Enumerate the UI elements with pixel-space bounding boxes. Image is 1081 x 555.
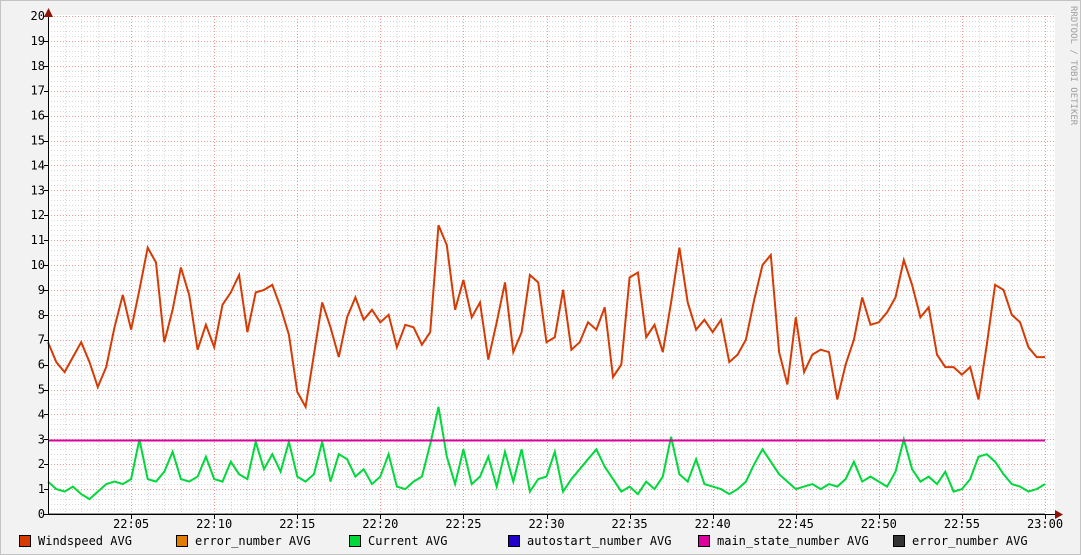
x-tick-label: 22:05 xyxy=(113,517,149,531)
x-tick-label: 22:30 xyxy=(528,517,564,531)
y-tick-label: 12 xyxy=(31,208,45,222)
legend-item-3: autostart_number AVG xyxy=(508,533,672,548)
y-tick-label: 2 xyxy=(38,457,45,471)
watermark-text: RRDTOOL / TOBI OETIKER xyxy=(1068,6,1078,126)
legend-label: main_state_number AVG xyxy=(717,533,869,548)
legend-swatch-icon xyxy=(176,534,188,547)
legend-item-5: error_number AVG xyxy=(893,533,1028,548)
y-tick-label: 6 xyxy=(38,358,45,372)
y-tick-label: 11 xyxy=(31,233,45,247)
legend-label: Current AVG xyxy=(368,533,448,548)
legend-label: error_number AVG xyxy=(912,533,1028,548)
y-tick-label: 7 xyxy=(38,333,45,347)
y-tick-label: 10 xyxy=(31,258,45,272)
chart-legend: Windspeed AVG error_number AVG Current AVG… xyxy=(1,533,1080,551)
legend-label: autostart_number AVG xyxy=(527,533,672,548)
legend-swatch-icon xyxy=(698,534,710,547)
legend-swatch-icon xyxy=(349,534,361,547)
grid-major xyxy=(48,16,1055,514)
x-tick-label: 23:00 xyxy=(1027,517,1063,531)
x-tick-label: 22:15 xyxy=(279,517,315,531)
y-tick-label: 4 xyxy=(38,407,45,421)
legend-item-2: Current AVG xyxy=(349,533,447,548)
axes xyxy=(44,9,1057,519)
y-tick-label: 5 xyxy=(38,383,45,397)
y-tick-label: 16 xyxy=(31,109,45,123)
legend-swatch-icon xyxy=(19,534,31,547)
y-tick-label: 20 xyxy=(31,9,45,23)
legend-item-1: error_number AVG xyxy=(176,533,311,548)
series-line-0 xyxy=(47,224,1045,410)
x-tick-label: 22:40 xyxy=(695,517,731,531)
legend-item-4: main_state_number AVG xyxy=(698,533,869,548)
x-tick-label: 22:35 xyxy=(612,517,648,531)
y-tick-label: 1 xyxy=(38,482,45,496)
x-tick-label: 22:45 xyxy=(778,517,814,531)
x-tick-label: 22:55 xyxy=(944,517,980,531)
x-axis-arrow xyxy=(1055,510,1063,519)
y-tick-label: 19 xyxy=(31,34,45,48)
y-tick-label: 17 xyxy=(31,84,45,98)
x-tick-label: 22:20 xyxy=(362,517,398,531)
grid-minor xyxy=(48,16,1055,514)
y-tick-label: 14 xyxy=(31,158,45,172)
y-axis-arrow xyxy=(44,8,53,17)
y-tick-label: 3 xyxy=(38,432,45,446)
y-tick-label: 13 xyxy=(31,183,45,197)
x-tick-label: 22:50 xyxy=(861,517,897,531)
y-tick-label: 0 xyxy=(38,507,45,521)
legend-item-0: Windspeed AVG xyxy=(19,533,132,548)
y-tick-label: 9 xyxy=(38,283,45,297)
legend-label: error_number AVG xyxy=(195,533,311,548)
legend-swatch-icon xyxy=(893,534,905,547)
x-tick-label: 22:10 xyxy=(196,517,232,531)
series-line-2 xyxy=(47,406,1046,501)
y-tick-label: 8 xyxy=(38,308,45,322)
x-tick-label: 22:25 xyxy=(445,517,481,531)
y-tick-label: 18 xyxy=(31,59,45,73)
y-tick-label: 15 xyxy=(31,134,45,148)
plot-area xyxy=(48,15,1055,514)
legend-label: Windspeed AVG xyxy=(38,533,132,548)
legend-swatch-icon xyxy=(508,534,520,547)
